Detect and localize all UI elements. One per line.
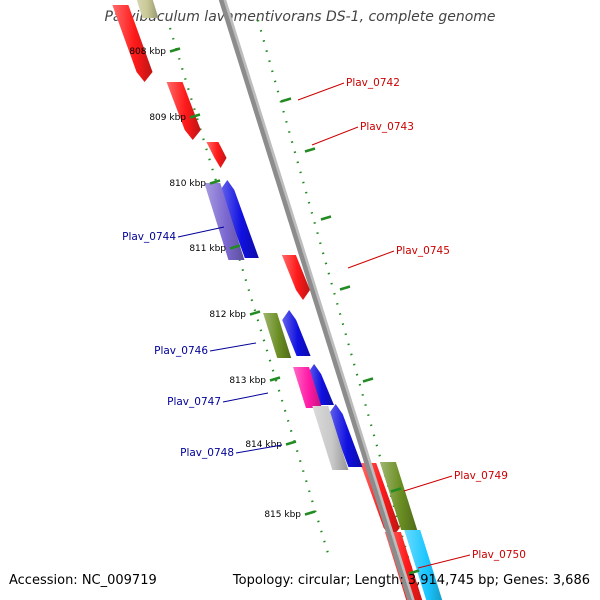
kbp-tick-label: 809 kbp [149, 113, 186, 123]
kbp-tick-mark [209, 179, 221, 185]
backbone-line [218, 0, 412, 600]
kbp-tick-mark [320, 215, 332, 221]
gene-label: Plav_0750 [472, 549, 526, 561]
kbp-tick-mark [408, 569, 420, 575]
kbp-tick-mark [189, 113, 201, 119]
kbp-tick-label: 813 kbp [229, 376, 266, 386]
gene-label: Plav_0749 [454, 470, 508, 482]
kbp-tick-label: 815 kbp [264, 510, 301, 520]
accession-text: Accession: NC_009719 [9, 573, 157, 588]
gene-label: Plav_0744 [122, 231, 176, 243]
gene-arrow-plav-0745 [281, 255, 310, 300]
gene-leader-line [417, 554, 471, 569]
gene-leader-line [347, 250, 395, 269]
gene-leader-line [235, 444, 283, 454]
kbp-tick-mark [285, 440, 297, 446]
kbp-tick-mark [280, 97, 292, 103]
kbp-tick-mark [390, 487, 402, 493]
gene-arrow-plav-0742 [166, 82, 201, 140]
gene-leader-line [222, 392, 269, 403]
gene-arrow-magenta [293, 367, 322, 408]
gene-arrow-plav-0743 [206, 142, 227, 168]
kbp-tick-label: 814 kbp [245, 440, 282, 450]
gene-label: Plav_0748 [180, 447, 234, 459]
gene-arrow-tan [136, 0, 159, 18]
kbp-tick-label: 811 kbp [189, 244, 226, 254]
gene-arrow-plav-0748 [328, 404, 363, 467]
gene-arrow-plav-0746 [282, 310, 311, 356]
gene-label: Plav_0746 [154, 345, 208, 357]
gene-arrow-gray [312, 406, 349, 470]
kbp-tick-mark [169, 47, 181, 53]
gene-arrow-plav-0749 [379, 462, 418, 530]
kbp-tick-mark [229, 244, 241, 250]
gene-arrow-plav-0750 [404, 530, 443, 600]
genome-title: Parvibaculum lavamentivorans DS-1, compl… [104, 9, 496, 25]
gene-arrow-plav-0744 [220, 180, 259, 258]
kbp-tick-mark [304, 147, 316, 153]
gene-leader-line [297, 82, 345, 101]
kbp-tick-mark [362, 377, 374, 383]
gene-label: Plav_0742 [346, 77, 400, 89]
kbp-tick-label: 810 kbp [169, 179, 206, 189]
kbp-tick-label: 812 kbp [209, 310, 246, 320]
kbp-tick-mark [269, 376, 281, 382]
kbp-tick-mark [304, 510, 316, 516]
kbp-tick-mark [249, 310, 261, 316]
gene-label: Plav_0745 [396, 245, 450, 257]
kbp-tick-label: 808 kbp [129, 47, 166, 57]
gene-leader-line [177, 226, 225, 238]
gene-leader-line [311, 126, 359, 146]
left-ruler [168, 27, 332, 561]
gene-label: Plav_0743 [360, 121, 414, 133]
gene-leader-line [209, 342, 257, 352]
gene-arrow-purple [204, 183, 245, 260]
kbp-tick-mark [339, 285, 351, 291]
gene-arrow-red [112, 5, 153, 82]
gene-leader-line [403, 475, 453, 492]
gene-arrow-olive [263, 313, 292, 358]
gene-label: Plav_0747 [167, 396, 221, 408]
gene-arrow-plav-0747 [307, 364, 334, 405]
topology-text: Topology: circular; Length: 3,914,745 bp… [232, 573, 590, 588]
